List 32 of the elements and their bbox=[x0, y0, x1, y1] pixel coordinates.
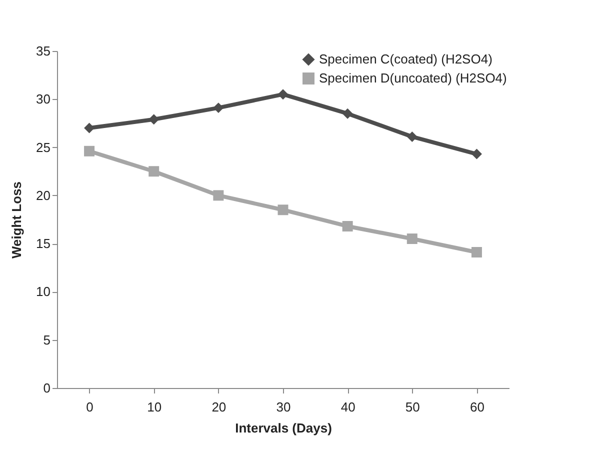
legend-label: Specimen D(uncoated) (H2SO4) bbox=[319, 70, 507, 86]
x-tick-label: 60 bbox=[470, 400, 484, 414]
point bbox=[342, 220, 353, 232]
y-tick-label: 5 bbox=[43, 332, 50, 348]
y-tick-label: 30 bbox=[36, 92, 50, 107]
point bbox=[278, 89, 288, 100]
point bbox=[213, 190, 224, 201]
point bbox=[278, 204, 288, 216]
x-tick-label: 20 bbox=[212, 400, 226, 414]
point bbox=[406, 234, 418, 244]
x-axis-title: Intervals (Days) bbox=[235, 420, 332, 436]
x-tick-label: 40 bbox=[340, 400, 356, 414]
x-tick-label: 30 bbox=[276, 400, 291, 414]
y-tick-label: 15 bbox=[36, 236, 50, 252]
legend-label: Specimen C(coated) (H2SO4) bbox=[319, 52, 492, 66]
point bbox=[148, 166, 160, 177]
x-tick-label: 10 bbox=[147, 400, 162, 414]
y-tick-label: 35 bbox=[36, 44, 50, 58]
y-tick-label: 20 bbox=[36, 188, 50, 203]
point bbox=[471, 148, 482, 160]
point bbox=[84, 146, 95, 156]
x-tick-label: 50 bbox=[405, 400, 420, 414]
point bbox=[148, 114, 160, 125]
point bbox=[406, 131, 418, 142]
y-axis-title: Weight Loss bbox=[9, 181, 24, 259]
point bbox=[213, 102, 224, 114]
y-tick-label: 10 bbox=[36, 284, 50, 300]
x-tick-label: 0 bbox=[86, 400, 94, 414]
y-tick-label: 0 bbox=[43, 380, 50, 396]
point bbox=[342, 108, 353, 119]
point bbox=[471, 246, 482, 258]
y-tick-label: 25 bbox=[36, 140, 50, 155]
